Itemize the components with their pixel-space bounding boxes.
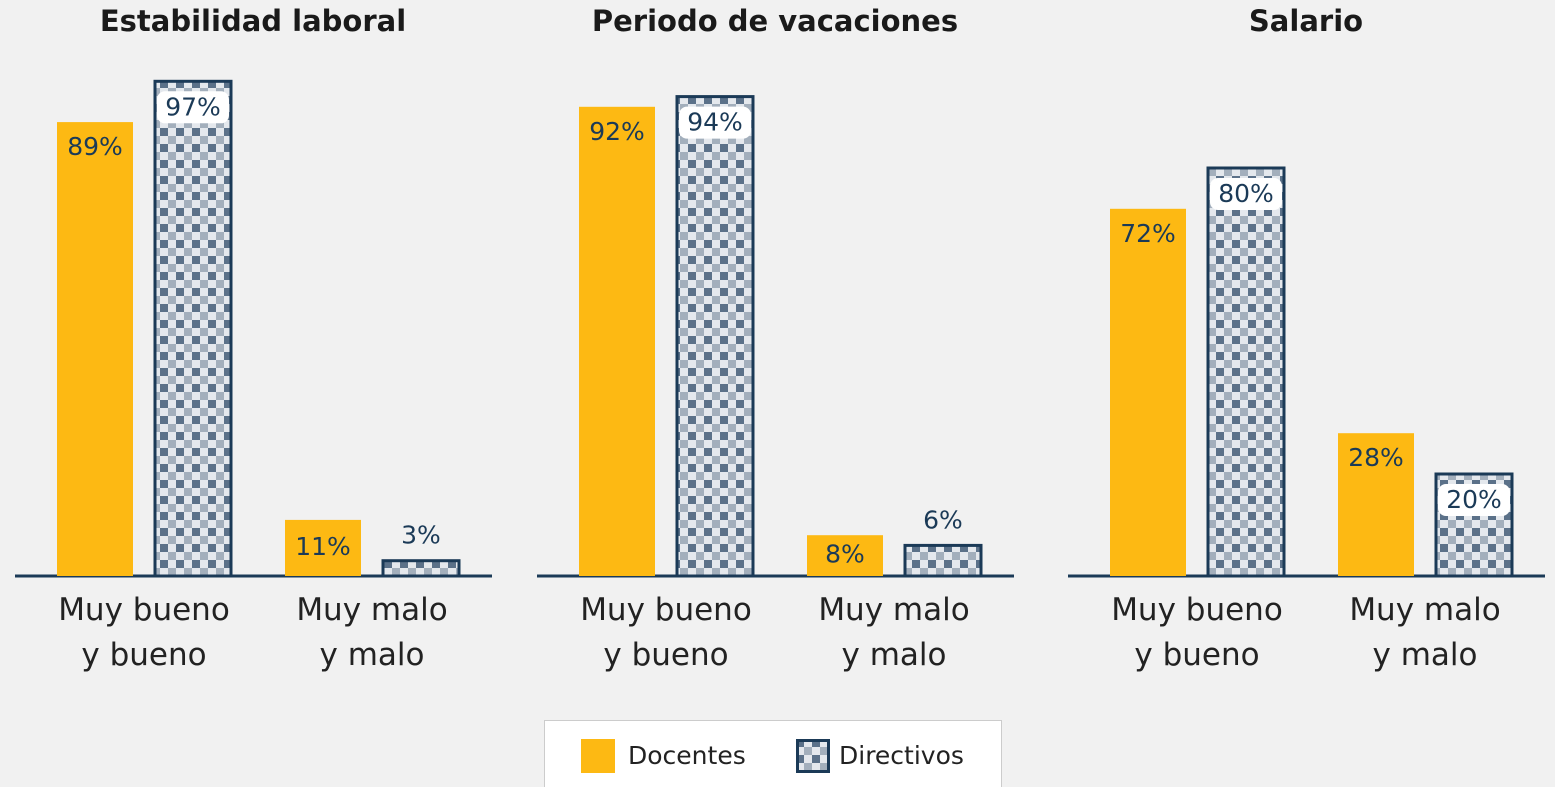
value-label: 11%: [295, 532, 351, 561]
page: 89% 11% 97% 3% 92% 8% 94% 6% 72% 28% 80% 20% Docent…: [0, 0, 1555, 787]
bar: [905, 545, 981, 576]
value-label: 89%: [67, 132, 123, 161]
value-label: 94%: [687, 108, 743, 137]
value-label: 72%: [1120, 219, 1176, 248]
chart-title: Estabilidad laboral: [3, 4, 503, 38]
bar: [155, 81, 231, 576]
x-tick-label: Muy malo y malo: [252, 588, 492, 678]
bar: [383, 561, 459, 576]
bar: [579, 107, 655, 576]
value-label: 28%: [1348, 443, 1404, 472]
chart-title: Salario: [1056, 4, 1555, 38]
x-tick-label: Muy bueno y bueno: [24, 588, 264, 678]
bar: [57, 122, 133, 576]
value-label: 97%: [165, 92, 221, 121]
x-tick-label: Muy bueno y bueno: [1077, 588, 1317, 678]
legend-swatch: [581, 739, 615, 773]
bar: [1110, 209, 1186, 576]
x-tick-label: Muy malo y malo: [1305, 588, 1545, 678]
value-label: 80%: [1218, 179, 1274, 208]
x-tick-label: Muy bueno y bueno: [546, 588, 786, 678]
value-label: 6%: [923, 505, 963, 534]
legend-label: Docentes: [628, 741, 746, 770]
value-label: 20%: [1446, 485, 1502, 514]
legend: Docentes Directivos: [544, 720, 1002, 787]
legend-swatch: [796, 739, 830, 773]
bar: [677, 97, 753, 576]
bar: [1208, 168, 1284, 576]
value-label: 92%: [589, 117, 645, 146]
x-tick-label: Muy malo y malo: [774, 588, 1014, 678]
value-label: 8%: [825, 540, 865, 569]
legend-label: Directivos: [839, 741, 964, 770]
chart-title: Periodo de vacaciones: [525, 4, 1025, 38]
value-label: 3%: [401, 521, 441, 550]
